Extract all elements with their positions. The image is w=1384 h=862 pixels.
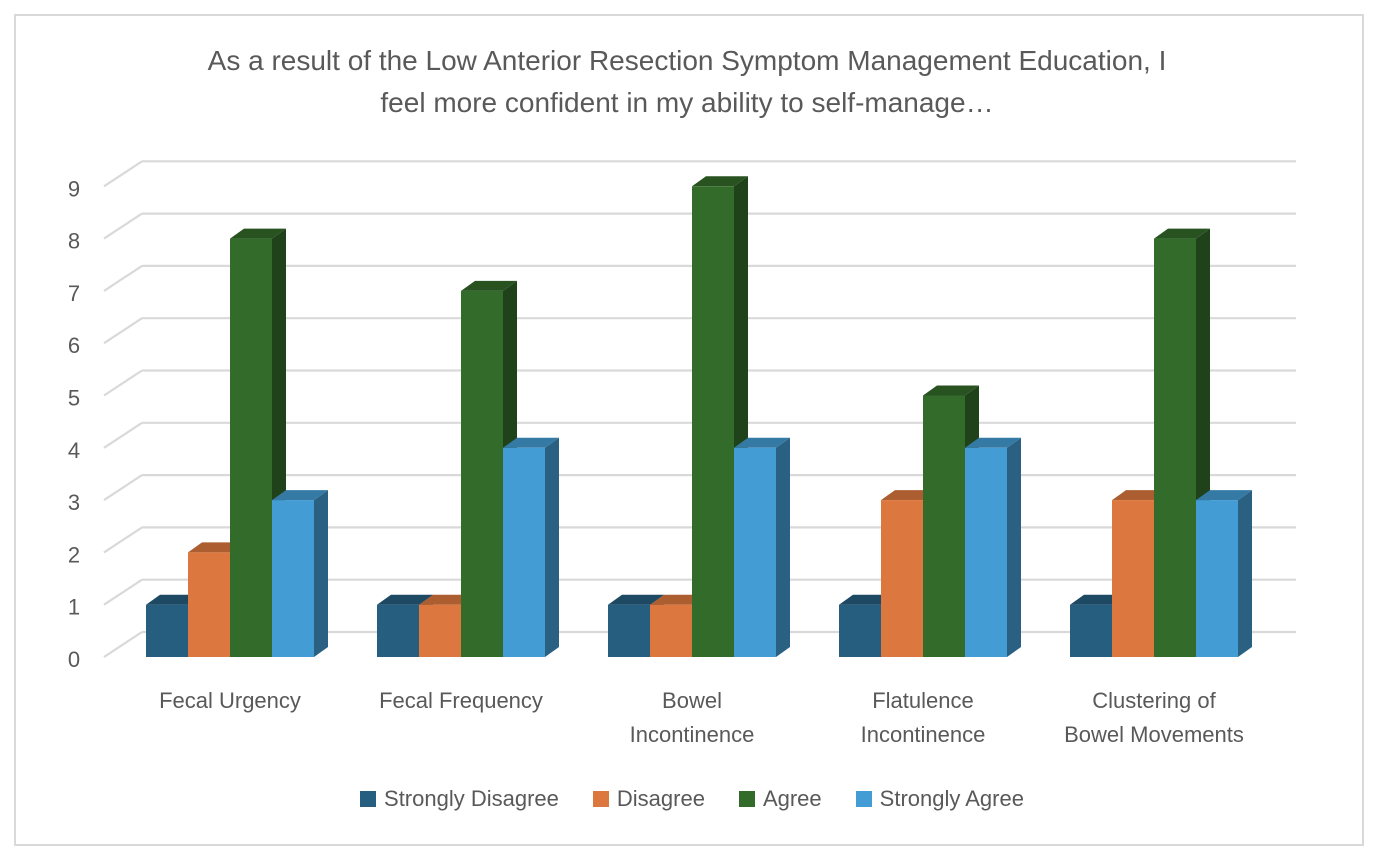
- x-tick-label: Bowel: [662, 688, 722, 713]
- x-tick-label: Fecal Frequency: [379, 688, 543, 713]
- x-tick-label: Flatulence: [872, 688, 974, 713]
- bar-disagree: [188, 552, 230, 657]
- bar-agree: [461, 290, 503, 657]
- legend-item: Agree: [738, 786, 822, 812]
- bar-strongly-agree-side: [1238, 490, 1252, 657]
- y-tick-label: 4: [68, 438, 80, 463]
- y-tick-label: 6: [68, 333, 80, 358]
- bar-agree: [1154, 238, 1196, 657]
- bar-agree-top: [692, 176, 748, 187]
- chart-title-line-2: feel more confident in my ability to sel…: [380, 87, 994, 118]
- bar-strongly-agree-top: [965, 437, 1021, 448]
- legend-swatch: [855, 791, 872, 807]
- bar-strongly-agree: [272, 500, 314, 657]
- legend-item: Strongly Disagree: [360, 786, 559, 812]
- gridline-diagonal: [103, 526, 143, 554]
- bar-agree-top: [230, 228, 286, 239]
- bar-disagree: [650, 604, 692, 657]
- gridline-diagonal: [103, 421, 143, 449]
- gridline-diagonal: [103, 474, 143, 502]
- bar-agree-top: [1154, 228, 1210, 239]
- gridline-diagonal: [103, 212, 143, 240]
- legend-swatch: [592, 791, 609, 807]
- x-tick-label: Bowel Movements: [1064, 722, 1244, 747]
- y-tick-label: 3: [68, 490, 80, 515]
- bar-strongly-disagree: [608, 604, 650, 657]
- bar-strongly-disagree: [377, 604, 419, 657]
- legend-label: Strongly Agree: [879, 786, 1024, 811]
- bar-agree: [923, 395, 965, 657]
- legend-swatch: [360, 791, 377, 807]
- bar-strongly-disagree: [839, 604, 881, 657]
- y-tick-label: 0: [68, 647, 80, 672]
- x-tick-label: Incontinence: [861, 722, 986, 747]
- x-tick-label: Incontinence: [630, 722, 755, 747]
- bar-strongly-agree-side: [776, 437, 790, 657]
- bar-strongly-agree-top: [734, 437, 790, 448]
- y-tick-label: 1: [68, 595, 80, 620]
- gridline-diagonal: [103, 264, 143, 292]
- legend-item: Disagree: [592, 786, 705, 812]
- chart-title: As a result of the Low Anterior Resectio…: [0, 40, 1374, 124]
- legend-label: Agree: [762, 786, 822, 811]
- legend-label: Strongly Disagree: [384, 786, 559, 811]
- legend-swatch: [738, 791, 755, 807]
- legend-item: Strongly Agree: [855, 786, 1024, 812]
- y-tick-label: 7: [68, 281, 80, 306]
- bar-strongly-agree-side: [314, 490, 328, 657]
- bar-strongly-agree-side: [1007, 437, 1021, 657]
- bar-disagree: [1112, 500, 1154, 657]
- x-tick-label: Clustering of: [1092, 688, 1216, 713]
- bar-strongly-agree-top: [1196, 490, 1252, 501]
- y-tick-label: 2: [68, 542, 80, 567]
- x-tick-label: Fecal Urgency: [159, 688, 301, 713]
- bar-strongly-disagree: [1070, 604, 1112, 657]
- y-tick-label: 5: [68, 386, 80, 411]
- bar-strongly-agree-top: [272, 490, 328, 501]
- bar-strongly-agree-side: [545, 437, 559, 657]
- chart-legend: Strongly Disagree Disagree Agree Strongly A…: [0, 786, 1384, 812]
- gridline-diagonal: [103, 578, 143, 606]
- bar-strongly-agree: [734, 447, 776, 657]
- bar-strongly-agree: [503, 447, 545, 657]
- bar-strongly-agree: [965, 447, 1007, 657]
- bar-agree-top: [923, 385, 979, 396]
- legend-label: Disagree: [616, 786, 705, 811]
- bar-strongly-disagree-top: [377, 594, 433, 605]
- bar-disagree: [881, 500, 923, 657]
- gridline-diagonal: [103, 631, 143, 658]
- bar-strongly-disagree-top: [608, 594, 664, 605]
- bar-strongly-agree: [1196, 500, 1238, 657]
- bar-agree: [230, 238, 272, 657]
- y-tick-label: 8: [68, 229, 80, 254]
- bar-agree: [692, 186, 734, 658]
- bar-strongly-agree-top: [503, 437, 559, 448]
- gridline-diagonal: [103, 160, 143, 188]
- gridline-diagonal: [103, 369, 143, 397]
- chart-title-line-1: As a result of the Low Anterior Resectio…: [207, 45, 1167, 76]
- bar-strongly-disagree: [146, 604, 188, 657]
- bar-disagree: [419, 604, 461, 657]
- bar-agree-top: [461, 280, 517, 291]
- gridline-diagonal: [103, 317, 143, 345]
- y-tick-label: 9: [68, 176, 80, 201]
